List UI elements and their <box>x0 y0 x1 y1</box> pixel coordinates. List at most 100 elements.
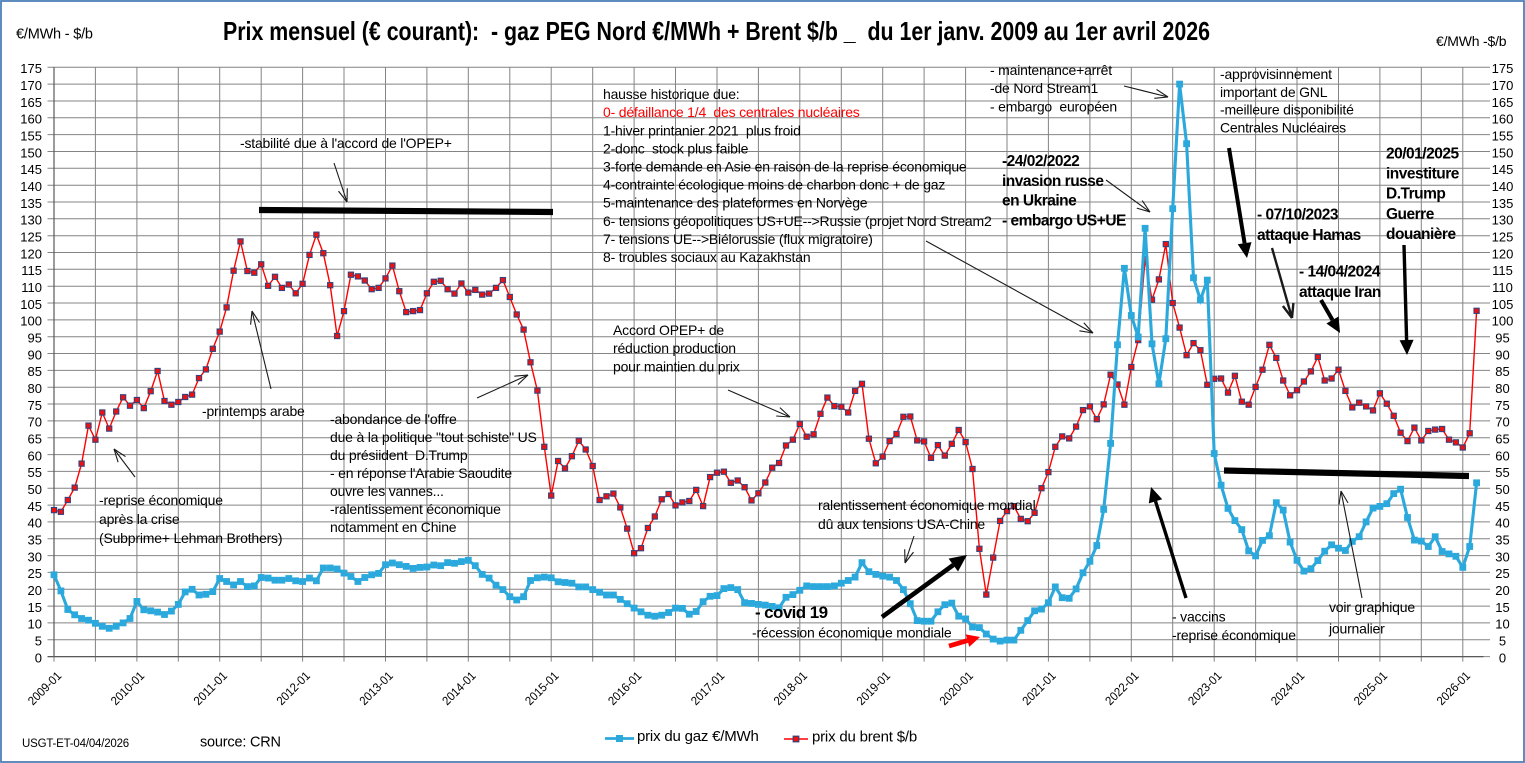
svg-text:100: 100 <box>20 314 42 329</box>
svg-text:40: 40 <box>28 516 42 531</box>
svg-text:25: 25 <box>1495 566 1509 581</box>
svg-text:40: 40 <box>1495 516 1509 531</box>
svg-text:110: 110 <box>1492 280 1513 295</box>
svg-text:2010-01: 2010-01 <box>108 669 147 708</box>
svg-text:75: 75 <box>28 398 42 413</box>
svg-text:90: 90 <box>1495 347 1509 362</box>
svg-text:160: 160 <box>20 112 42 127</box>
svg-text:source: CRN: source: CRN <box>200 735 281 751</box>
svg-text:105: 105 <box>20 297 42 312</box>
svg-text:105: 105 <box>1492 297 1514 312</box>
svg-text:30: 30 <box>28 549 42 564</box>
svg-text:USGT-ET-04/04/2026: USGT-ET-04/04/2026 <box>22 738 129 750</box>
svg-text:110: 110 <box>21 280 42 295</box>
svg-text:prix du brent $/b: prix du brent $/b <box>812 728 917 745</box>
svg-text:90: 90 <box>28 347 42 362</box>
svg-text:50: 50 <box>28 482 42 497</box>
svg-text:0: 0 <box>35 650 42 665</box>
svg-text:2015-01: 2015-01 <box>522 669 561 708</box>
svg-text:ralentissement économique mond: ralentissement économique mondial dû aux … <box>818 497 1036 532</box>
svg-text:2013-01: 2013-01 <box>357 669 396 708</box>
svg-text:85: 85 <box>28 364 42 379</box>
svg-text:80: 80 <box>1495 381 1509 396</box>
svg-text:150: 150 <box>1492 145 1514 160</box>
svg-text:165: 165 <box>1492 95 1514 110</box>
svg-text:95: 95 <box>1495 331 1509 346</box>
svg-text:55: 55 <box>28 465 42 480</box>
svg-text:155: 155 <box>1492 128 1514 143</box>
svg-text:115: 115 <box>1492 263 1513 278</box>
svg-text:70: 70 <box>28 415 42 430</box>
svg-text:0: 0 <box>1499 650 1506 665</box>
svg-text:20: 20 <box>1495 583 1509 598</box>
svg-text:2022-01: 2022-01 <box>1102 669 1141 708</box>
svg-text:-stabilité due à l'accord de l: -stabilité due à l'accord de l'OPEP+ <box>240 135 452 151</box>
svg-text:50: 50 <box>1495 482 1509 497</box>
svg-text:175: 175 <box>20 61 42 76</box>
svg-text:65: 65 <box>28 432 42 447</box>
svg-text:2020-01: 2020-01 <box>937 669 976 708</box>
svg-text:155: 155 <box>20 128 42 143</box>
svg-text:45: 45 <box>1495 499 1509 514</box>
svg-text:-récession économique mondiale: -récession économique mondiale <box>752 625 952 641</box>
svg-text:135: 135 <box>20 196 42 211</box>
svg-text:95: 95 <box>28 331 42 346</box>
svg-text:100: 100 <box>1492 314 1514 329</box>
svg-text:2017-01: 2017-01 <box>688 669 727 708</box>
svg-text:2021-01: 2021-01 <box>1019 669 1058 708</box>
svg-text:130: 130 <box>20 213 42 228</box>
svg-text:125: 125 <box>1492 230 1514 245</box>
svg-text:130: 130 <box>1492 213 1514 228</box>
svg-text:80: 80 <box>28 381 42 396</box>
svg-text:2019-01: 2019-01 <box>854 669 893 708</box>
svg-text:45: 45 <box>28 499 42 514</box>
svg-text:hausse historique due:0- défai: hausse historique due: 0- défaillance 1/4… <box>603 86 992 265</box>
svg-text:2009-01: 2009-01 <box>25 669 64 708</box>
svg-text:10: 10 <box>1495 617 1509 632</box>
svg-text:Prix mensuel (€ courant): - g: Prix mensuel (€ courant): - gaz PEG Nord… <box>223 16 1210 46</box>
svg-text:2012-01: 2012-01 <box>274 669 313 708</box>
svg-text:140: 140 <box>1492 179 1514 194</box>
svg-text:140: 140 <box>20 179 42 194</box>
svg-text:145: 145 <box>1492 162 1514 177</box>
svg-text:- maintenance+arrêt-de Nord St: - maintenance+arrêt -de Nord Stream1- emb… <box>990 62 1117 114</box>
svg-text:150: 150 <box>20 145 42 160</box>
svg-text:60: 60 <box>1495 448 1509 463</box>
svg-text:30: 30 <box>1495 549 1509 564</box>
svg-text:70: 70 <box>1495 415 1509 430</box>
svg-text:2025-01: 2025-01 <box>1351 669 1390 708</box>
svg-text:2023-01: 2023-01 <box>1185 669 1224 708</box>
svg-text:20: 20 <box>28 583 42 598</box>
svg-text:2024-01: 2024-01 <box>1268 669 1307 708</box>
svg-text:125: 125 <box>20 230 42 245</box>
svg-text:35: 35 <box>28 533 42 548</box>
svg-text:165: 165 <box>20 95 42 110</box>
svg-text:2018-01: 2018-01 <box>771 669 810 708</box>
svg-text:€/MWh -$/b: €/MWh -$/b <box>1436 33 1507 49</box>
svg-text:2014-01: 2014-01 <box>439 669 478 708</box>
svg-text:15: 15 <box>28 600 42 615</box>
svg-text:170: 170 <box>20 78 42 93</box>
svg-text:5: 5 <box>35 634 42 649</box>
svg-text:65: 65 <box>1495 432 1509 447</box>
svg-text:160: 160 <box>1492 112 1514 127</box>
svg-text:75: 75 <box>1495 398 1509 413</box>
svg-text:35: 35 <box>1495 533 1509 548</box>
svg-text:135: 135 <box>1492 196 1514 211</box>
svg-text:85: 85 <box>1495 364 1509 379</box>
svg-text:55: 55 <box>1495 465 1509 480</box>
svg-text:120: 120 <box>20 246 42 261</box>
svg-text:25: 25 <box>28 566 42 581</box>
svg-text:2011-01: 2011-01 <box>191 669 230 708</box>
svg-text:145: 145 <box>20 162 42 177</box>
svg-text:120: 120 <box>1492 246 1514 261</box>
svg-text:- vaccins-reprise économique: - vaccins -reprise économique <box>1172 609 1296 643</box>
